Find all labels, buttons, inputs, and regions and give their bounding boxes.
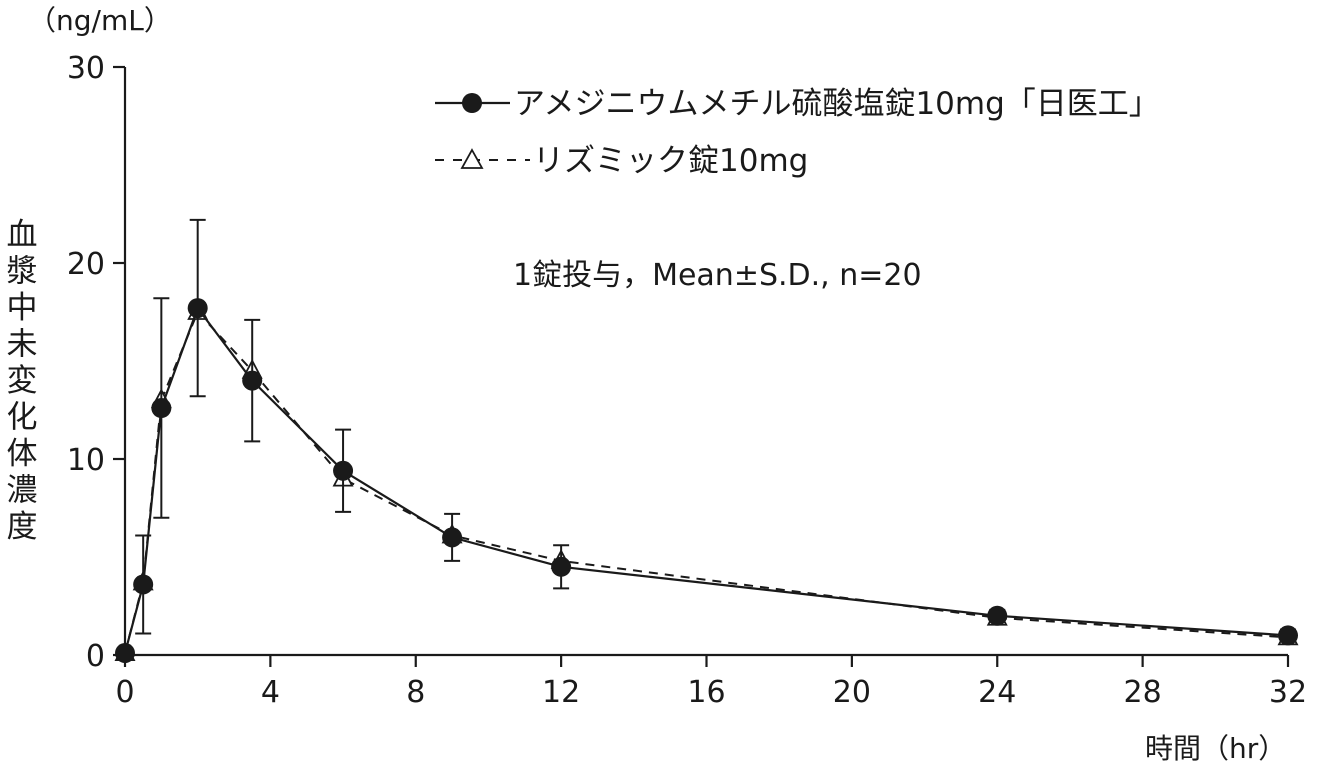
x-tick-label: 20 <box>833 675 871 710</box>
legend: アメジニウムメチル硫酸塩錠10mg「日医工」 リズミック錠10mg <box>435 86 1160 179</box>
legend-item-series-1: アメジニウムメチル硫酸塩錠10mg「日医工」 <box>435 86 1160 122</box>
x-tick-label: 12 <box>542 675 580 710</box>
y-tick-label: 20 <box>67 247 105 282</box>
series-1-point <box>442 527 463 548</box>
x-axis-label: 時間（hr） <box>1145 732 1286 765</box>
y-axis-label-char: 体 <box>7 436 38 472</box>
series-1-point <box>333 460 354 481</box>
y-axis-label-char: 漿 <box>7 254 38 290</box>
series-1-point <box>115 643 135 664</box>
legend-marker-open-triangle <box>460 148 484 169</box>
x-tick-label: 32 <box>1269 675 1307 710</box>
series-1-point <box>1278 625 1298 646</box>
y-axis-label-char: 度 <box>7 509 38 545</box>
y-tick-label: 10 <box>67 443 105 478</box>
series-1-line <box>123 305 1289 654</box>
y-axis-label-char: 中 <box>7 290 38 326</box>
y-axis-label-char: 化 <box>7 400 38 436</box>
series-1-point <box>187 298 208 319</box>
x-tick-label: 28 <box>1124 675 1162 710</box>
series-1-point <box>242 370 263 391</box>
x-tick-label: 0 <box>115 675 134 710</box>
series-1-point <box>987 605 1008 626</box>
x-tick-label: 24 <box>978 675 1016 710</box>
x-tick-label: 8 <box>406 675 425 710</box>
legend-item-series-2: リズミック錠10mg <box>435 143 808 179</box>
x-tick-label: 4 <box>261 675 280 710</box>
series-1-layer <box>115 218 1298 664</box>
series-1-point <box>133 574 154 595</box>
y-axis-label-char: 変 <box>7 363 38 399</box>
x-axis-ticks: 0 4 8 12 16 20 24 28 32 <box>115 655 1307 710</box>
series-1-point <box>551 556 572 577</box>
chart-annotation: 1錠投与，Mean±S.D., n=20 <box>513 258 922 293</box>
y-axis-label-char: 未 <box>7 327 38 363</box>
x-tick-label: 16 <box>687 675 725 710</box>
y-tick-label: 0 <box>86 639 105 674</box>
y-tick-label: 30 <box>67 51 105 86</box>
y-axis-label-char: 血 <box>7 217 38 253</box>
series-2-layer <box>114 300 1299 661</box>
legend-label-series-2: リズミック錠10mg <box>533 143 808 179</box>
legend-marker-filled-circle <box>462 93 482 113</box>
series-1-point <box>151 398 172 419</box>
y-axis-ticks: 0 10 20 30 <box>67 51 125 674</box>
y-axis-unit: （ng/mL） <box>28 4 172 37</box>
legend-label-series-1: アメジニウムメチル硫酸塩錠10mg「日医工」 <box>514 86 1160 122</box>
series-2-line <box>124 310 1289 654</box>
y-axis-label-char: 濃 <box>7 473 38 509</box>
